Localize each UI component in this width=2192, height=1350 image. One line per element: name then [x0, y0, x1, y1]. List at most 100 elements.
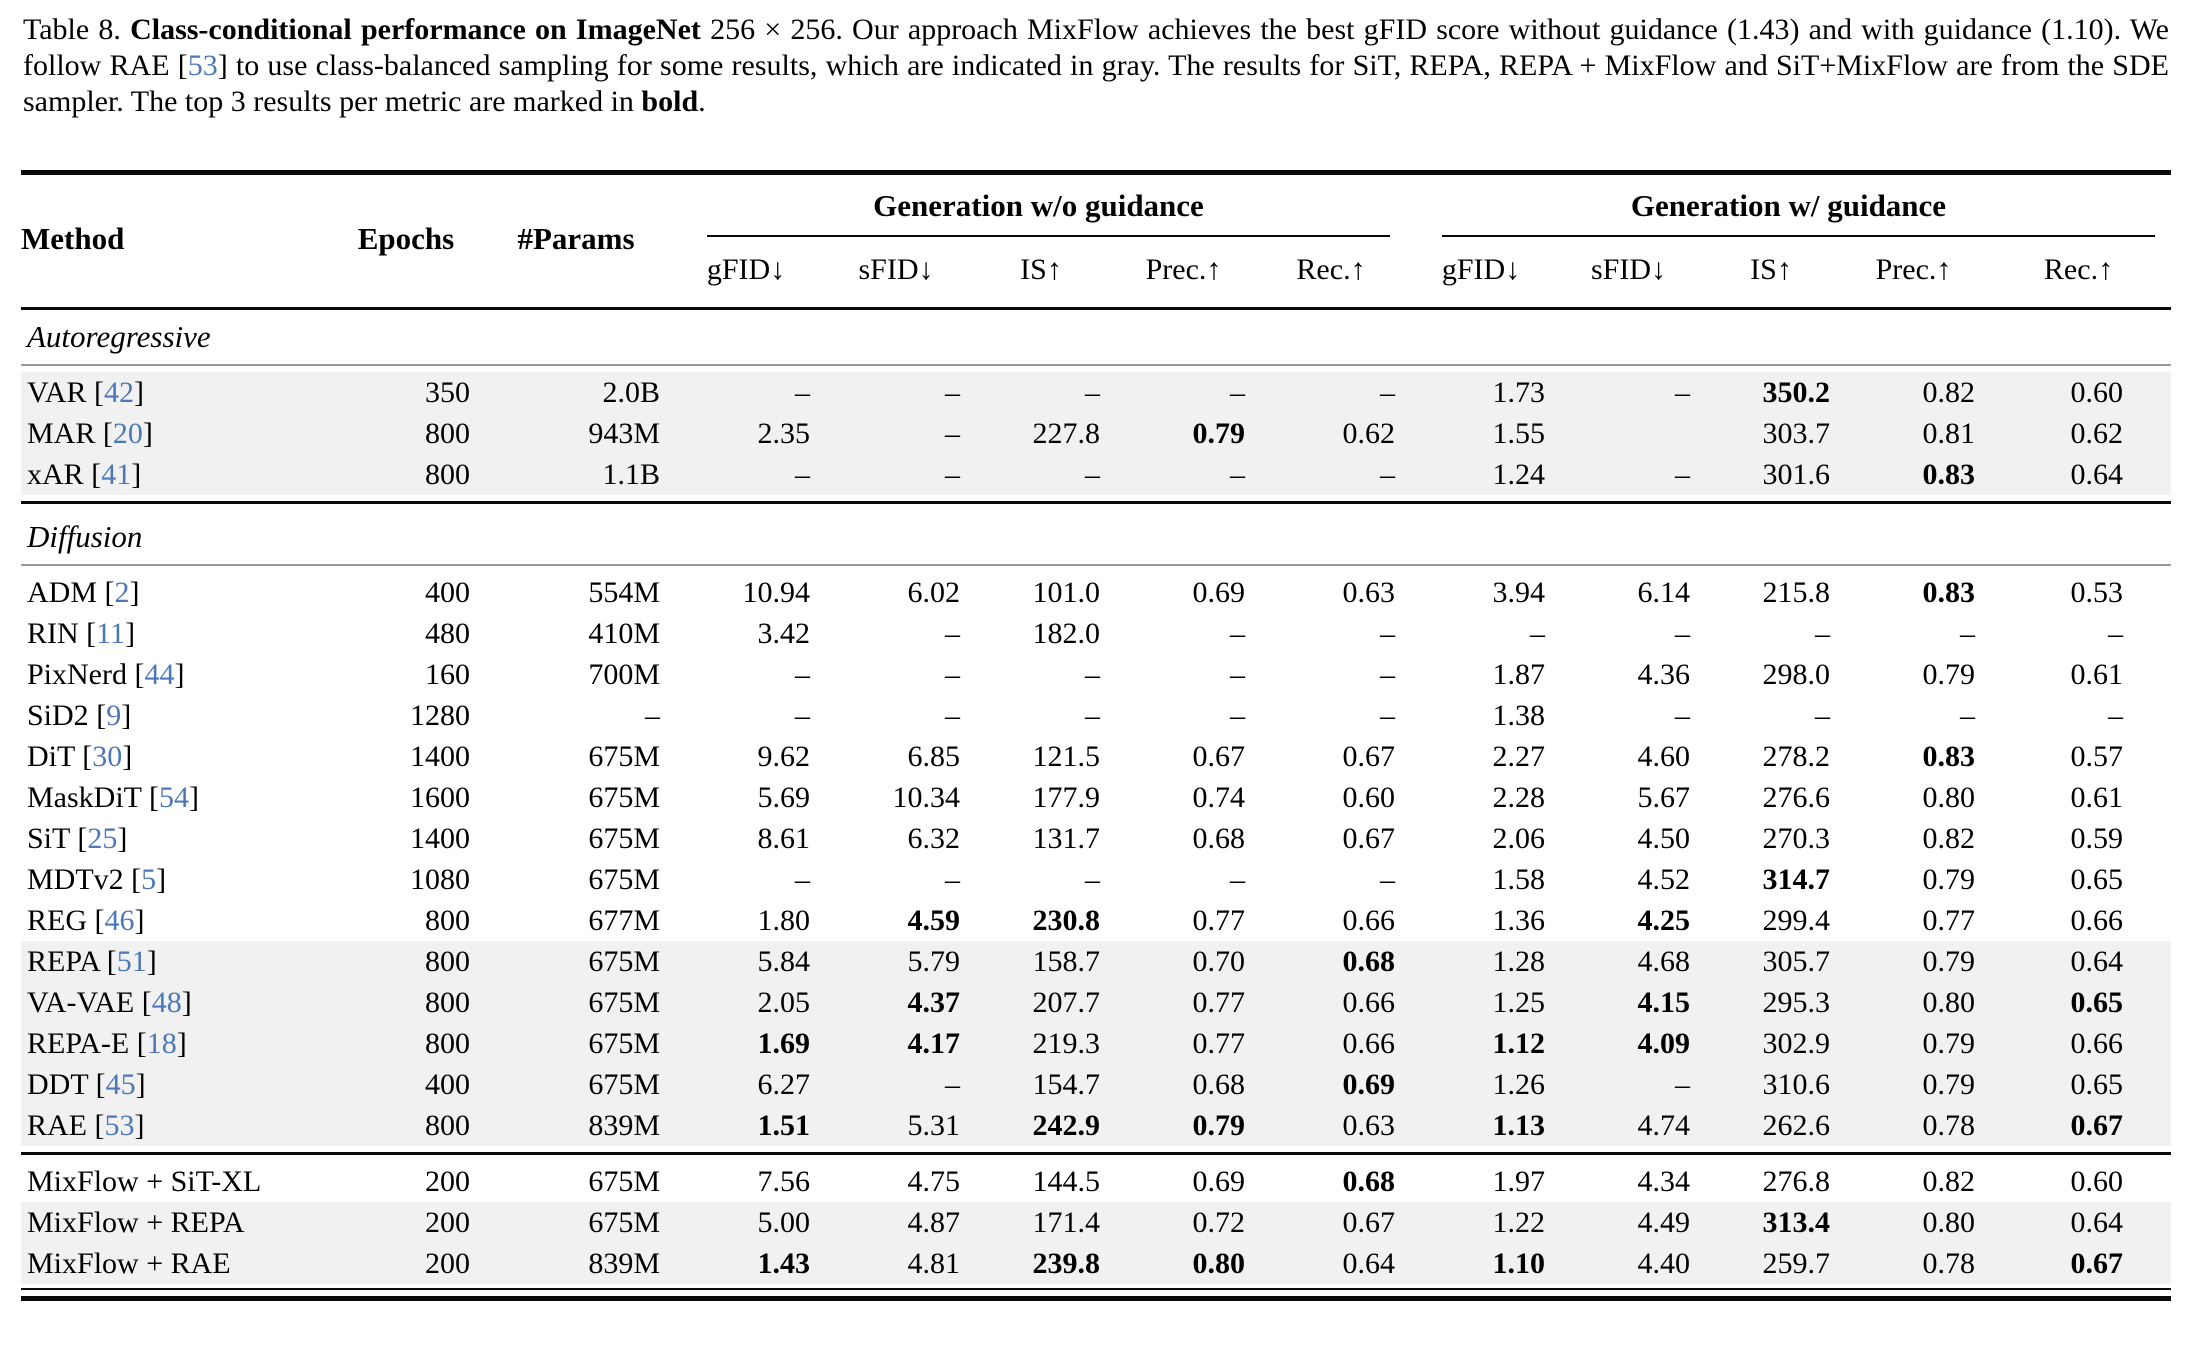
table-row-maskdit: MaskDiT [54] 1600 675M 5.69 10.34 177.9 0.74 0.… [21, 777, 2171, 818]
cell-value: 0.70 [1192, 944, 1246, 978]
cell-value: 5.69 [757, 780, 811, 814]
cell-method: MixFlow + REPA [21, 1202, 331, 1243]
cell-value: 4.15 [1637, 985, 1691, 1019]
citation-link[interactable]: 30 [92, 739, 123, 773]
cell-value: 4.75 [907, 1164, 961, 1198]
citation-link[interactable]: 20 [112, 416, 143, 450]
cell-value: 1.51 [757, 1108, 811, 1142]
table-row-ddt: DDT [45] 400 675M 6.27 – 154.7 0.68 0.69 1.26 – 31… [21, 1064, 2171, 1105]
cell-value: 0.63 [1342, 575, 1396, 609]
cell-value: – [795, 862, 810, 896]
cell-value: 0.68 [1192, 1067, 1246, 1101]
group-header-underline [707, 235, 1390, 237]
cell-value: 1.69 [757, 1026, 811, 1060]
cell-value: – [945, 657, 960, 691]
cell-value: 171.4 [1032, 1205, 1101, 1239]
cell-value: – [2108, 698, 2123, 732]
cell-value: – [1675, 616, 1690, 650]
cell-value: 6.27 [757, 1067, 811, 1101]
cell-value: 1.28 [1492, 944, 1546, 978]
cell-value: 0.62 [2070, 416, 2124, 450]
table-head: Method Epochs #Params Generation w/o guidan… [21, 170, 2171, 310]
citation-link[interactable]: 44 [144, 657, 175, 691]
table-row-sid2: SiD2 [9] 1280 – – – – – – 1.38 – – – – [21, 695, 2171, 736]
cell-value: 0.67 [2070, 1246, 2124, 1280]
cell-params: 675M [588, 821, 660, 855]
cell-value: 295.3 [1762, 985, 1831, 1019]
cell-value: 302.9 [1762, 1026, 1831, 1060]
cell-value: 2.05 [757, 985, 811, 1019]
citation-link[interactable]: 46 [104, 903, 135, 937]
citation-link[interactable]: 5 [141, 862, 157, 896]
cell-method: MDTv2 [5] [27, 862, 167, 896]
cell-value: 1.24 [1492, 457, 1546, 491]
cell-value: – [1085, 375, 1100, 409]
cell-value: 0.64 [2070, 457, 2124, 491]
cell-epochs: 480 [425, 616, 470, 650]
cell-value: 276.8 [1762, 1164, 1831, 1198]
citation-link[interactable]: 54 [158, 780, 189, 814]
table-row-mdtv2: MDTv2 [5] 1080 675M – – – – – 1.58 4.52 314.7 0.79 0… [21, 859, 2171, 900]
cell-method: VA-VAE [48] [27, 985, 192, 1019]
cell-value: 0.79 [1192, 416, 1246, 450]
citation-link[interactable]: 41 [101, 457, 132, 491]
citation-link[interactable]: 9 [106, 698, 122, 732]
cell-method: SiT [25] [27, 821, 128, 855]
cell-value: 1.43 [757, 1246, 811, 1280]
citation-link[interactable]: 18 [146, 1026, 177, 1060]
cell-method: VAR [42] [27, 375, 144, 409]
citation-link[interactable]: 53 [187, 49, 218, 82]
paper-page: Table 8. Class-conditional performance o… [21, 13, 2171, 1301]
cell-value: 0.66 [1342, 985, 1396, 1019]
method-name: SiD2 [27, 698, 89, 732]
cell-value: 0.79 [1922, 657, 1976, 691]
cell-value: – [1085, 862, 1100, 896]
cell-value: 2.06 [1492, 821, 1546, 855]
cell-method: REPA-E [18] [27, 1026, 187, 1060]
citation-link[interactable]: 11 [96, 616, 126, 650]
cell-value: 10.34 [892, 780, 961, 814]
citation-link[interactable]: 45 [105, 1067, 136, 1101]
caption-segment: Table 8. [23, 13, 131, 46]
cell-value: 3.94 [1492, 575, 1546, 609]
cell-value: 1.36 [1492, 903, 1546, 937]
citation-link[interactable]: 25 [87, 821, 118, 855]
group-header-with-guidance: Generation w/ guidance [1406, 175, 2171, 237]
citation-link[interactable]: 53 [104, 1108, 135, 1142]
cell-value: 0.68 [1342, 944, 1396, 978]
cell-value: 0.60 [2070, 1164, 2124, 1198]
method-name: ADM [27, 575, 98, 609]
citation-link[interactable]: 51 [116, 944, 147, 978]
section-label-rule [21, 564, 2171, 572]
cell-value: 0.79 [1922, 1067, 1976, 1101]
cell-value: 4.68 [1637, 944, 1691, 978]
cell-value: 0.77 [1192, 1026, 1246, 1060]
cell-value: 276.6 [1762, 780, 1831, 814]
group-header-underline [1442, 235, 2155, 237]
cell-method: xAR [41] [27, 457, 142, 491]
cell-value: 0.68 [1342, 1164, 1396, 1198]
method-name: RAE [27, 1108, 87, 1142]
method-name: REG [27, 903, 87, 937]
citation-link[interactable]: 42 [103, 375, 134, 409]
table-row-mixflow-rae: MixFlow + RAE 200 839M 1.43 4.81 239.8 0.80 0.6… [21, 1243, 2171, 1284]
cell-epochs: 800 [425, 1026, 470, 1060]
cell-value: 0.65 [2070, 985, 2124, 1019]
citation-link[interactable]: 48 [151, 985, 182, 1019]
cell-value: 0.65 [2070, 862, 2124, 896]
citation-link[interactable]: 2 [114, 575, 130, 609]
cell-params: 839M [588, 1246, 660, 1280]
cell-value: 0.68 [1192, 821, 1246, 855]
cell-value: – [945, 862, 960, 896]
cell-value: 0.74 [1192, 780, 1246, 814]
cell-value: 177.9 [1032, 780, 1101, 814]
cell-value: 0.64 [2070, 1205, 2124, 1239]
cell-value: 0.59 [2070, 821, 2124, 855]
cell-value: 0.83 [1922, 575, 1976, 609]
cell-value: – [1230, 375, 1245, 409]
cell-epochs: 400 [425, 575, 470, 609]
cell-value: – [1960, 616, 1975, 650]
cell-epochs: 800 [425, 985, 470, 1019]
cell-epochs: 1400 [410, 821, 470, 855]
cell-value: – [1230, 616, 1245, 650]
